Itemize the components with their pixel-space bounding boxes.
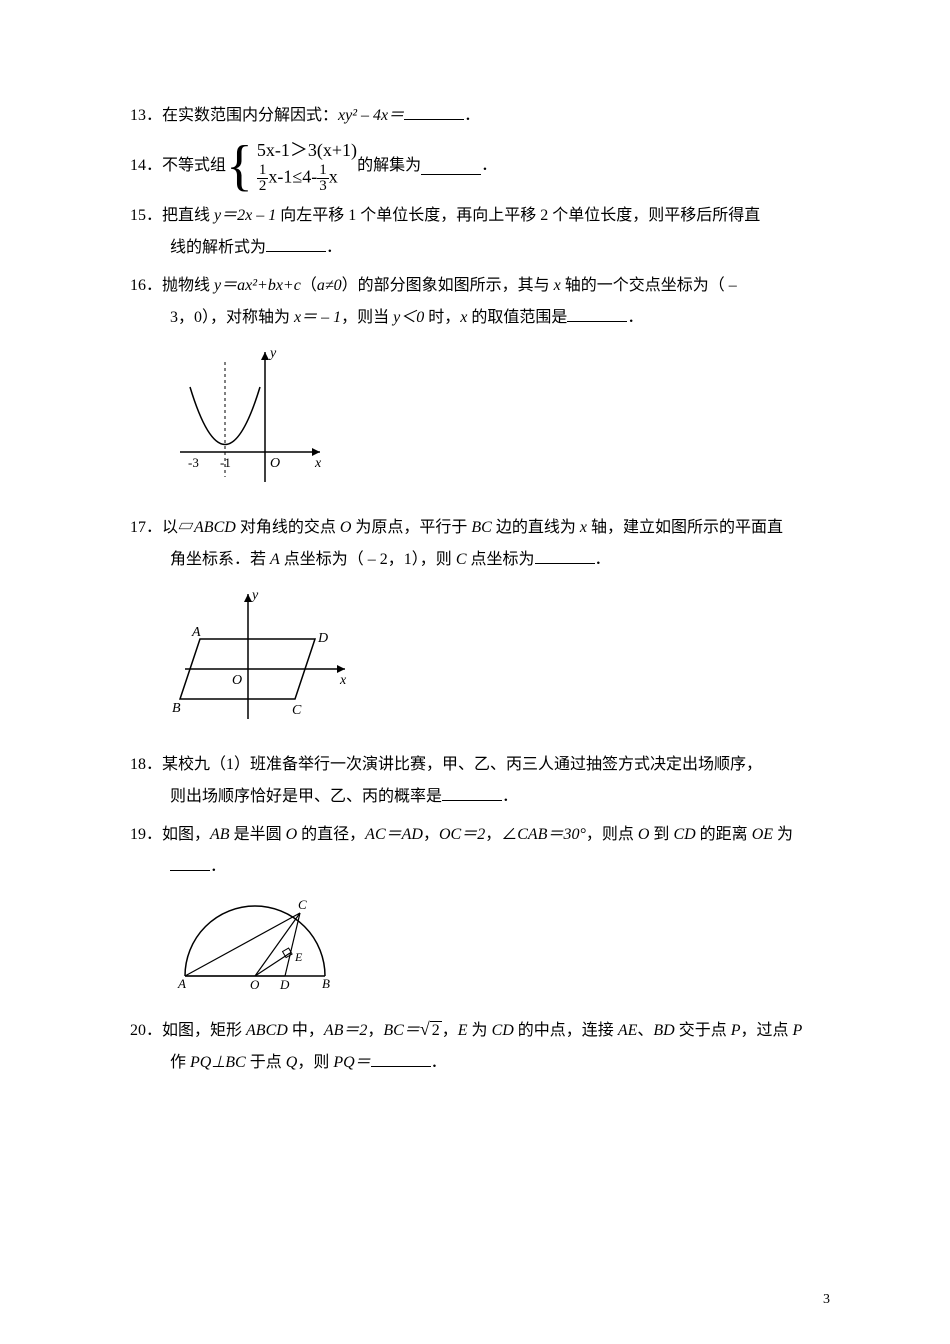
exam-page: 13．在实数范围内分解因式：xy² – 4x＝． 14． 不等式组 { 5x-1…: [0, 0, 950, 1344]
q20-blank: [371, 1050, 431, 1067]
q17-num: 17．: [130, 519, 162, 536]
svg-text:A: A: [177, 976, 186, 991]
question-13: 13．在实数范围内分解因式：xy² – 4x＝ ．: [130, 100, 830, 132]
svg-text:E: E: [294, 950, 303, 964]
q18-blank: [442, 784, 502, 801]
question-16: 16．抛物线 y＝ax²+bx+c（a≠0）的部分图象如图所示，其与 x 轴的一…: [130, 270, 830, 504]
q19-blank: [170, 854, 210, 871]
q14-system: 5x-1＞3(x+1) 12x-1≤4-13x: [257, 138, 357, 194]
q14-line1: 5x-1＞3(x+1): [257, 138, 357, 163]
q13-blank: [404, 103, 464, 120]
q16-blank: [567, 305, 627, 322]
q19-num: 19．: [130, 826, 162, 843]
q14-blank: [421, 158, 481, 175]
sqrt-icon: √2: [420, 1011, 442, 1047]
q14-text-b: 的解集为: [357, 150, 421, 182]
question-19: 19．如图，AB 是半圆 O 的直径，AC＝AD，OC＝2，∠CAB＝30°，则…: [130, 819, 830, 1003]
q20-num: 20．: [130, 1022, 162, 1039]
question-15: 15．把直线 y＝2x – 1 向左平移 1 个单位长度，再向上平移 2 个单位…: [130, 200, 830, 264]
svg-text:x: x: [314, 456, 322, 471]
question-18: 18．某校九（1）班准备举行一次演讲比赛，甲、乙、丙三人通过抽签方式决定出场顺序…: [130, 749, 830, 813]
q14-frac1: 12: [257, 163, 269, 194]
q17-figure: y x O A D B C: [170, 584, 830, 741]
q17-blank: [535, 547, 595, 564]
svg-text:y: y: [250, 588, 259, 603]
q14-num: 14．: [130, 150, 162, 182]
svg-text:x: x: [339, 673, 347, 688]
svg-text:O: O: [250, 977, 260, 991]
svg-text:C: C: [292, 703, 302, 718]
svg-text:-1: -1: [220, 455, 231, 470]
q14-line2: 12x-1≤4-13x: [257, 163, 357, 194]
question-20: 20．如图，矩形 ABCD 中，AB＝2，BC＝√2，E 为 CD 的中点，连接…: [130, 1011, 830, 1079]
q13-num: 13．: [130, 107, 162, 124]
question-14: 14． 不等式组 { 5x-1＞3(x+1) 12x-1≤4-13x 的解集为 …: [130, 138, 830, 194]
svg-text:-3: -3: [188, 455, 199, 470]
svg-text:D: D: [279, 977, 290, 991]
q14-frac2: 13: [317, 163, 329, 194]
svg-text:B: B: [172, 701, 181, 716]
q16-num: 16．: [130, 277, 162, 294]
q18-num: 18．: [130, 756, 162, 773]
q15-num: 15．: [130, 207, 162, 224]
q13-text: 在实数范围内分解因式：: [162, 107, 338, 124]
q13-expr: xy² – 4x＝: [338, 107, 404, 124]
svg-text:y: y: [268, 346, 277, 361]
question-17: 17．以▱ABCD 对角线的交点 O 为原点，平行于 BC 边的直线为 x 轴，…: [130, 512, 830, 741]
svg-text:D: D: [317, 631, 328, 646]
svg-text:B: B: [322, 976, 330, 991]
svg-text:A: A: [191, 625, 201, 640]
svg-text:O: O: [270, 456, 280, 471]
page-number: 3: [823, 1286, 830, 1314]
svg-text:O: O: [232, 673, 242, 688]
svg-text:C: C: [298, 897, 307, 912]
q14-text-a: 不等式组: [162, 150, 226, 182]
q16-figure: y x O -3 -1: [170, 342, 830, 504]
q13-tail: ．: [464, 107, 480, 124]
q14-tail: ．: [481, 150, 497, 182]
q19-figure: A B O D C E: [170, 891, 830, 1003]
q15-blank: [266, 235, 326, 252]
brace-icon: {: [226, 138, 253, 194]
